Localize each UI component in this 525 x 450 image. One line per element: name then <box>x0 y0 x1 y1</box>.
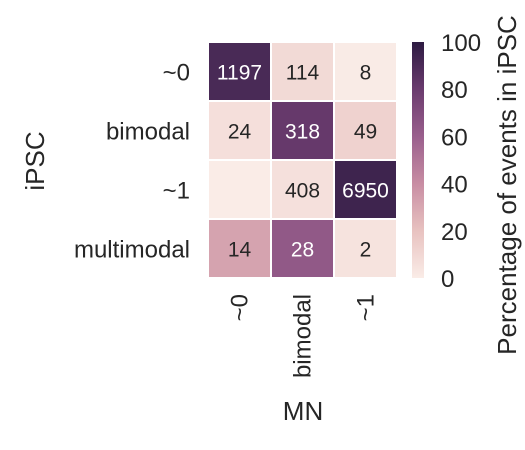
cell-count-label: 49 <box>354 121 377 144</box>
cell-count-label: 2 <box>360 239 372 262</box>
column-tick-label: ~0 <box>227 294 254 321</box>
heatmap-cell <box>272 161 333 218</box>
heatmap-cell <box>209 102 270 159</box>
heatmap-cell <box>335 102 396 159</box>
colorbar <box>412 42 424 278</box>
column-tick-label: bimodal <box>290 294 317 378</box>
heatmap-cell <box>335 161 396 218</box>
colorbar-tick-label: 100 <box>441 30 481 57</box>
colorbar-tick-label: 80 <box>441 77 468 104</box>
colorbar-tick-label: 60 <box>441 124 468 151</box>
colorbar-tick-label: 0 <box>441 266 454 293</box>
cell-count-label: 14 <box>228 239 252 262</box>
colorbar-ticks: 0 20 40 60 80 100 <box>441 30 481 293</box>
cell-count-label: 28 <box>291 239 314 262</box>
cell-count-label: 6950 <box>342 180 389 203</box>
colorbar-label: Percentage of events in iPSC <box>492 15 522 355</box>
heatmap-cells: 1197 114 8 24 318 49 408 6950 14 28 2 <box>209 43 396 277</box>
colorbar-tick-label: 40 <box>441 172 468 199</box>
row-tick-label: ~1 <box>163 178 190 205</box>
y-axis-label: iPSC <box>20 131 50 190</box>
heatmap-cell <box>272 43 333 100</box>
heatmap-cell <box>335 43 396 100</box>
heatmap-cell <box>209 43 270 100</box>
heatmap-cell <box>209 161 270 218</box>
row-tick-label: bimodal <box>106 119 190 146</box>
x-axis-label: MN <box>283 396 323 426</box>
row-tick-labels: ~0 bimodal ~1 multimodal <box>74 60 190 264</box>
cell-count-label: 114 <box>286 62 320 85</box>
cell-count-label: 1197 <box>217 62 262 85</box>
heatmap-cell <box>335 220 396 277</box>
column-tick-label: ~1 <box>353 294 380 321</box>
colorbar-tick-label: 20 <box>441 219 468 246</box>
cell-count-label: 408 <box>285 180 320 203</box>
heatmap-cell <box>209 220 270 277</box>
column-tick-labels: ~0 bimodal ~1 <box>227 294 380 378</box>
row-tick-label: ~0 <box>163 60 190 87</box>
cell-count-label: 24 <box>228 121 252 144</box>
heatmap-cell <box>272 220 333 277</box>
row-tick-label: multimodal <box>74 237 190 264</box>
heatmap-cell <box>272 102 333 159</box>
cell-count-label: 8 <box>360 62 372 85</box>
cell-count-label: 318 <box>285 121 320 144</box>
